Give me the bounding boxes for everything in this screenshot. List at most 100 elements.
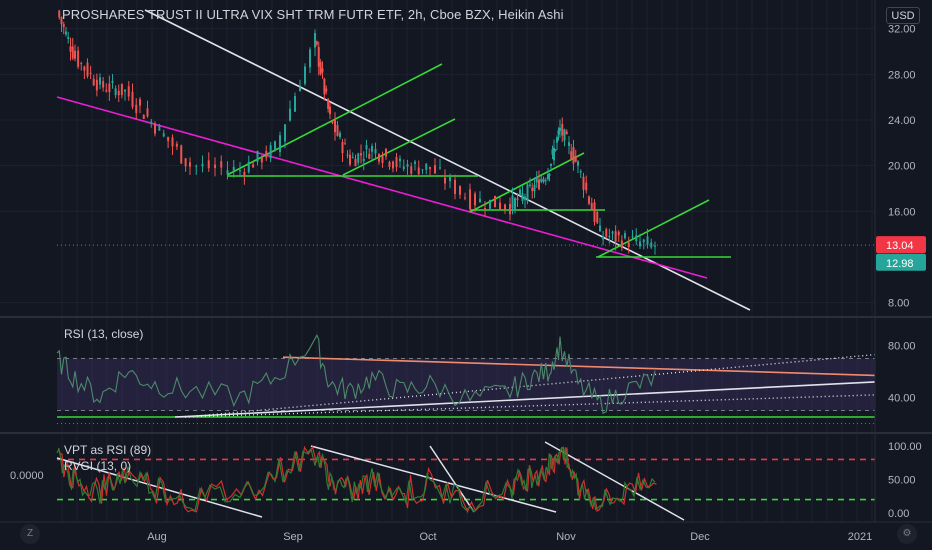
price-candle xyxy=(344,143,346,145)
gear-icon[interactable]: ⚙ xyxy=(897,524,917,544)
price-candle xyxy=(341,141,344,154)
vpt-trendline-white[interactable] xyxy=(429,445,475,513)
price-candle xyxy=(105,90,108,92)
price-candle xyxy=(568,142,570,146)
price-tick-label: 20.00 xyxy=(888,161,916,173)
price-candle xyxy=(329,106,331,115)
price-candle xyxy=(596,211,599,223)
price-candle xyxy=(561,123,564,136)
price-candle xyxy=(346,154,349,156)
price-candle xyxy=(99,77,101,85)
price-candle xyxy=(602,236,605,240)
price-candle xyxy=(83,66,86,71)
price-candle xyxy=(521,193,524,201)
price-candle xyxy=(327,99,330,109)
price-candle xyxy=(284,124,286,142)
price-candle xyxy=(158,125,161,131)
price-candle xyxy=(484,207,486,209)
price-candle xyxy=(315,41,318,45)
price-candle xyxy=(114,88,117,96)
price-candle xyxy=(334,119,336,133)
price-candle xyxy=(279,135,281,152)
price-candle xyxy=(309,49,311,68)
price-candle xyxy=(479,198,481,203)
price-badge xyxy=(876,236,926,254)
price-candle xyxy=(627,242,630,248)
price-candle xyxy=(351,156,354,158)
price-candle xyxy=(162,133,165,137)
price-tick-label: 32.00 xyxy=(888,24,916,36)
channel-line-green[interactable] xyxy=(342,118,456,176)
price-candle xyxy=(593,202,596,222)
price-candle xyxy=(631,236,634,238)
price-candle xyxy=(614,231,617,242)
vpt-trendline-white[interactable] xyxy=(310,445,557,513)
price-candle xyxy=(499,202,501,210)
price-candle xyxy=(620,240,623,248)
price-candle xyxy=(65,31,67,35)
price-candle xyxy=(449,177,451,182)
pane-separator[interactable] xyxy=(0,432,932,434)
price-candle xyxy=(579,171,582,173)
price-candle xyxy=(464,197,466,199)
price-candle xyxy=(454,179,456,194)
price-candle xyxy=(557,130,560,135)
rsi-trendline-white[interactable] xyxy=(174,381,876,418)
vpt-tick-label: 100.00 xyxy=(888,441,922,453)
price-candle xyxy=(654,245,656,247)
rsi-tick-label: 80.00 xyxy=(888,341,916,353)
price-candle xyxy=(108,83,111,93)
price-tick-label: 16.00 xyxy=(888,206,916,218)
price-candle xyxy=(514,198,516,211)
price-candle xyxy=(509,203,511,215)
price-candle xyxy=(374,148,377,154)
price-candle xyxy=(504,204,506,210)
price-candle xyxy=(336,124,339,136)
price-candle xyxy=(62,24,65,28)
price-candle xyxy=(410,166,413,174)
price-candle xyxy=(265,151,268,158)
price-candle xyxy=(243,171,246,176)
rvgi-line xyxy=(56,447,656,513)
time-label: Nov xyxy=(556,531,576,543)
price-candle xyxy=(339,132,341,138)
price-candle xyxy=(368,153,371,159)
price-candle xyxy=(120,83,123,96)
price-candle xyxy=(201,163,204,167)
price-candle xyxy=(139,99,141,106)
trendline-magenta[interactable] xyxy=(56,96,708,279)
price-candle xyxy=(131,91,134,107)
price-candle xyxy=(585,182,588,191)
price-candle xyxy=(299,87,301,92)
rsi-trendline-orange[interactable] xyxy=(282,356,876,377)
price-candle xyxy=(540,179,543,182)
price-candle xyxy=(317,47,320,67)
vpt-label[interactable]: VPT as RSI (89) xyxy=(64,443,152,457)
price-candle xyxy=(331,121,334,123)
price-candle xyxy=(650,242,653,248)
price-candle xyxy=(605,229,608,237)
price-tick-label: 24.00 xyxy=(888,115,916,127)
pane-separator[interactable] xyxy=(0,316,932,318)
zoom-reset-icon[interactable]: Z xyxy=(20,524,40,544)
vpt-trendline-white[interactable] xyxy=(544,441,685,521)
price-candle xyxy=(538,179,540,190)
chart-title: PROSHARES TRUST II ULTRA VIX SHT TRM FUT… xyxy=(62,7,564,22)
price-candle xyxy=(399,158,401,162)
price-candle xyxy=(511,195,514,209)
price-candle xyxy=(556,137,558,143)
price-candle xyxy=(554,149,557,151)
rvgi-label[interactable]: RVGI (13, 0) xyxy=(64,459,132,473)
vpt-tick-label: 50.00 xyxy=(888,475,916,487)
price-candle xyxy=(289,108,291,121)
vpt-trendline-white[interactable] xyxy=(56,457,263,518)
channel-line-green[interactable] xyxy=(597,199,710,258)
rsi-label[interactable]: RSI (13, close) xyxy=(64,327,144,341)
time-label: Dec xyxy=(690,531,710,543)
price-candle xyxy=(226,170,229,175)
currency-button[interactable]: USD xyxy=(886,7,920,24)
price-candle xyxy=(323,78,326,95)
price-badge xyxy=(876,253,926,271)
trendline-white[interactable] xyxy=(144,9,751,311)
